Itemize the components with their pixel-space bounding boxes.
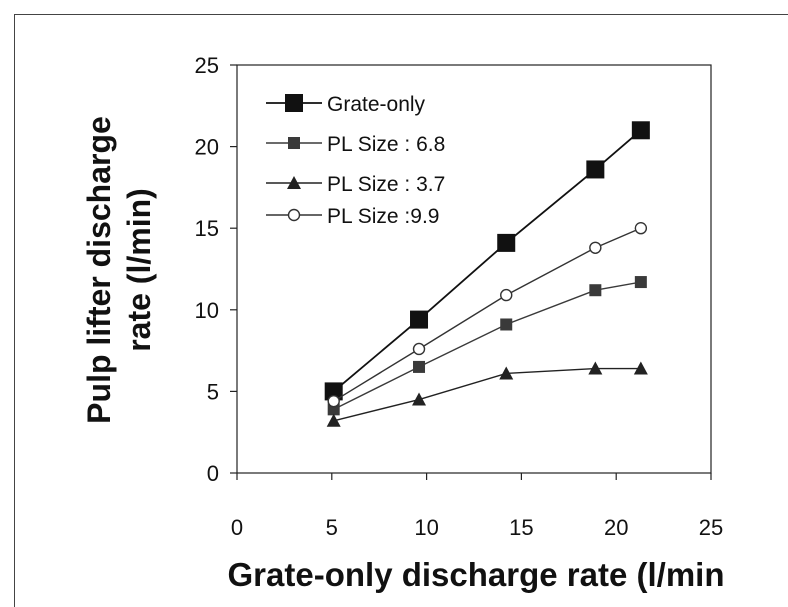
x-tick-label: 15: [509, 515, 533, 540]
y-tick-label: 0: [207, 461, 219, 486]
data-point: [631, 121, 650, 140]
legend-marker: [287, 176, 301, 189]
x-tick-label: 25: [699, 515, 723, 540]
x-tick-label: 20: [604, 515, 628, 540]
y-tick-label: 10: [195, 298, 219, 323]
data-point: [326, 413, 341, 427]
y-tick-label: 15: [195, 216, 219, 241]
x-axis-ticks: 0 5 10 15 20 25: [231, 473, 723, 540]
legend-item: PL Size :9.9: [266, 205, 439, 228]
legend-marker: [288, 137, 300, 149]
data-point: [633, 361, 648, 375]
legend-label: PL Size :9.9: [327, 205, 439, 228]
y-axis-label-line1: Pulp lifter discharge: [81, 116, 117, 424]
series-line: [333, 281, 641, 410]
legend: Grate-only PL Size : 6.8 PL Size : 3.7 PL S…: [266, 93, 445, 228]
legend-item: PL Size : 3.7: [266, 173, 445, 196]
y-axis-ticks: 0 5 10 15 20 25: [195, 53, 237, 486]
legend-label: PL Size : 3.7: [327, 173, 445, 196]
y-axis-label-line2: rate (l/min): [121, 188, 157, 352]
series-line: [333, 227, 642, 402]
data-point: [589, 284, 602, 297]
chart-frame: [14, 14, 788, 607]
series-4: [327, 221, 648, 408]
y-tick-label: 5: [207, 379, 219, 404]
series-group: [324, 121, 650, 427]
series-1: [324, 121, 650, 401]
data-point: [412, 392, 427, 406]
data-point: [634, 276, 647, 289]
data-point: [497, 233, 516, 252]
data-point: [327, 394, 340, 408]
y-axis-label: Pulp lifter discharge rate (l/min): [81, 116, 157, 424]
x-tick-label: 10: [414, 515, 438, 540]
data-point: [589, 241, 602, 254]
y-tick-label: 25: [195, 53, 219, 78]
data-point: [634, 221, 648, 235]
series-2: [327, 276, 647, 416]
data-point: [412, 342, 426, 356]
data-point: [586, 160, 605, 179]
series-3: [326, 361, 648, 427]
y-tick-label: 20: [195, 135, 219, 160]
legend-marker: [285, 94, 303, 112]
plot-area: [236, 64, 712, 474]
legend-label: PL Size : 6.8: [327, 133, 445, 156]
data-point: [413, 360, 426, 373]
legend-item: Grate-only: [266, 93, 426, 116]
series-line: [333, 367, 641, 422]
data-point: [410, 310, 429, 329]
data-point: [500, 288, 513, 302]
x-tick-label: 5: [326, 515, 338, 540]
x-tick-label: 0: [231, 515, 243, 540]
legend-item: PL Size : 6.8: [266, 133, 445, 156]
data-point: [499, 366, 514, 380]
data-point: [324, 382, 343, 401]
x-axis-label: Grate-only discharge rate (l/min: [228, 556, 725, 593]
data-point: [588, 361, 603, 375]
legend-label: Grate-only: [327, 93, 426, 116]
legend-marker: [287, 208, 301, 222]
data-point: [500, 318, 513, 331]
